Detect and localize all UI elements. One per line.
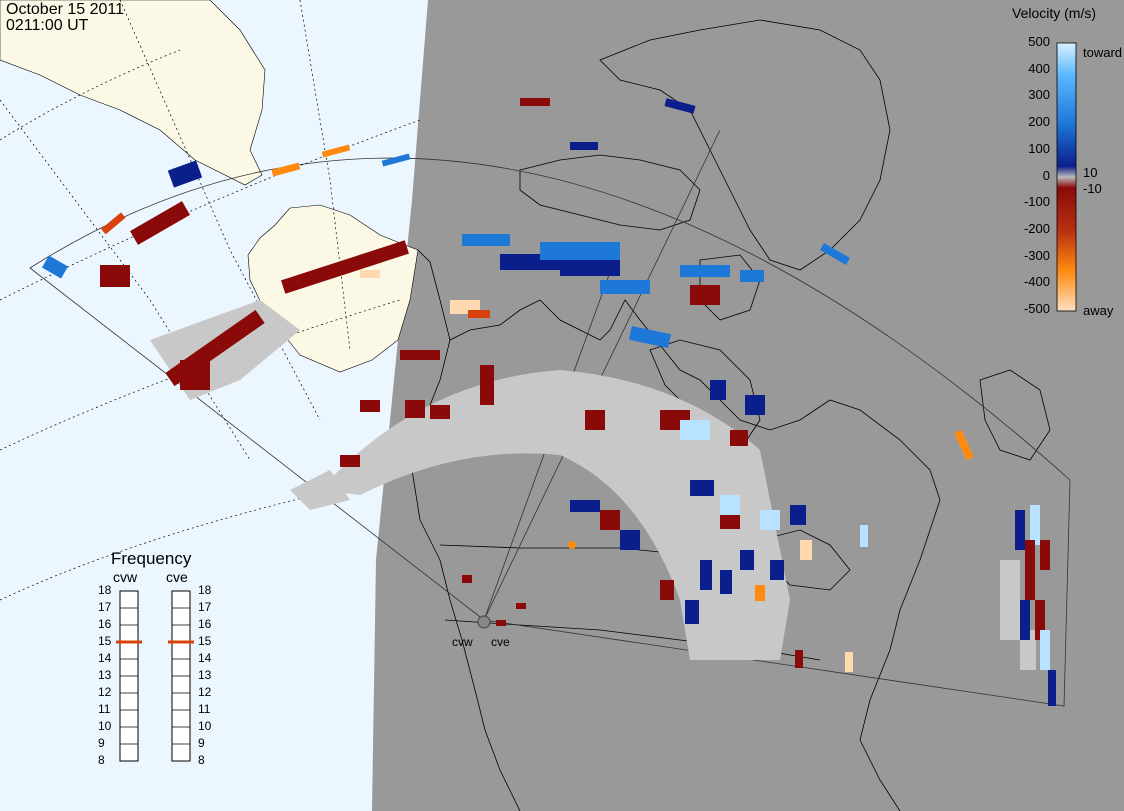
velocity-tick-5: 0 xyxy=(1042,167,1050,183)
away-label: away xyxy=(1083,303,1114,318)
velocity-colorbar xyxy=(1056,42,1077,312)
radar-label-cve: cve xyxy=(491,635,510,649)
freq-label-left-18: 18 xyxy=(98,583,112,597)
cve-column-label: cve xyxy=(166,569,188,585)
velocity-tick-2: 300 xyxy=(1028,87,1050,103)
freq-label-left-11: 11 xyxy=(98,702,111,716)
plot-time: 0211:00 UT xyxy=(6,17,89,34)
velocity-tick-4: 100 xyxy=(1028,140,1050,156)
freq-label-left-15: 15 xyxy=(98,634,112,648)
freq-label-left-17: 17 xyxy=(98,600,112,614)
velocity-tick-9: -400 xyxy=(1023,274,1050,290)
freq-label-right-14: 14 xyxy=(198,651,212,665)
freq-label-left-8: 8 xyxy=(98,753,105,767)
freq-label-right-11: 11 xyxy=(198,702,211,716)
frequency-title: Frequency xyxy=(111,549,192,568)
freq-label-right-8: 8 xyxy=(198,753,205,767)
freq-label-right-18: 18 xyxy=(198,583,212,597)
plot-date: October 15 2011 xyxy=(6,1,125,18)
cvw-column-label: cvw xyxy=(113,569,138,585)
velocity-tick-3: 200 xyxy=(1028,114,1050,130)
plus-ten-label: 10 xyxy=(1083,165,1098,180)
minus-ten-label: -10 xyxy=(1083,181,1102,196)
velocity-cells xyxy=(41,98,1056,706)
freq-label-right-12: 12 xyxy=(198,685,212,699)
velocity-tick-0: 500 xyxy=(1028,34,1050,49)
freq-label-right-10: 10 xyxy=(198,719,212,733)
radar-site-marker xyxy=(477,615,491,629)
freq-label-left-14: 14 xyxy=(98,651,112,665)
freq-label-left-9: 9 xyxy=(98,736,105,750)
toward-label: toward xyxy=(1083,45,1123,60)
freq-label-right-13: 13 xyxy=(198,668,212,682)
velocity-tick-6: -100 xyxy=(1023,194,1050,210)
freq-label-left-16: 16 xyxy=(98,617,112,631)
freq-label-left-13: 13 xyxy=(98,668,112,682)
velocity-tick-7: -200 xyxy=(1023,220,1050,236)
frequency-panel xyxy=(116,590,194,762)
freq-label-right-15: 15 xyxy=(198,634,212,648)
freq-label-left-12: 12 xyxy=(98,685,112,699)
velocity-tick-8: -300 xyxy=(1023,247,1050,263)
land-siberia xyxy=(0,0,266,186)
freq-label-right-16: 16 xyxy=(198,617,212,631)
velocity-tick-10: -500 xyxy=(1023,301,1050,316)
freq-label-left-10: 10 xyxy=(98,719,112,733)
radar-label-cvw: cvw xyxy=(452,635,473,649)
freq-label-right-9: 9 xyxy=(198,736,205,750)
freq-label-right-17: 17 xyxy=(198,600,212,614)
velocity-scale-title: Velocity (m/s) xyxy=(1012,5,1097,21)
velocity-tick-1: 400 xyxy=(1028,60,1050,76)
